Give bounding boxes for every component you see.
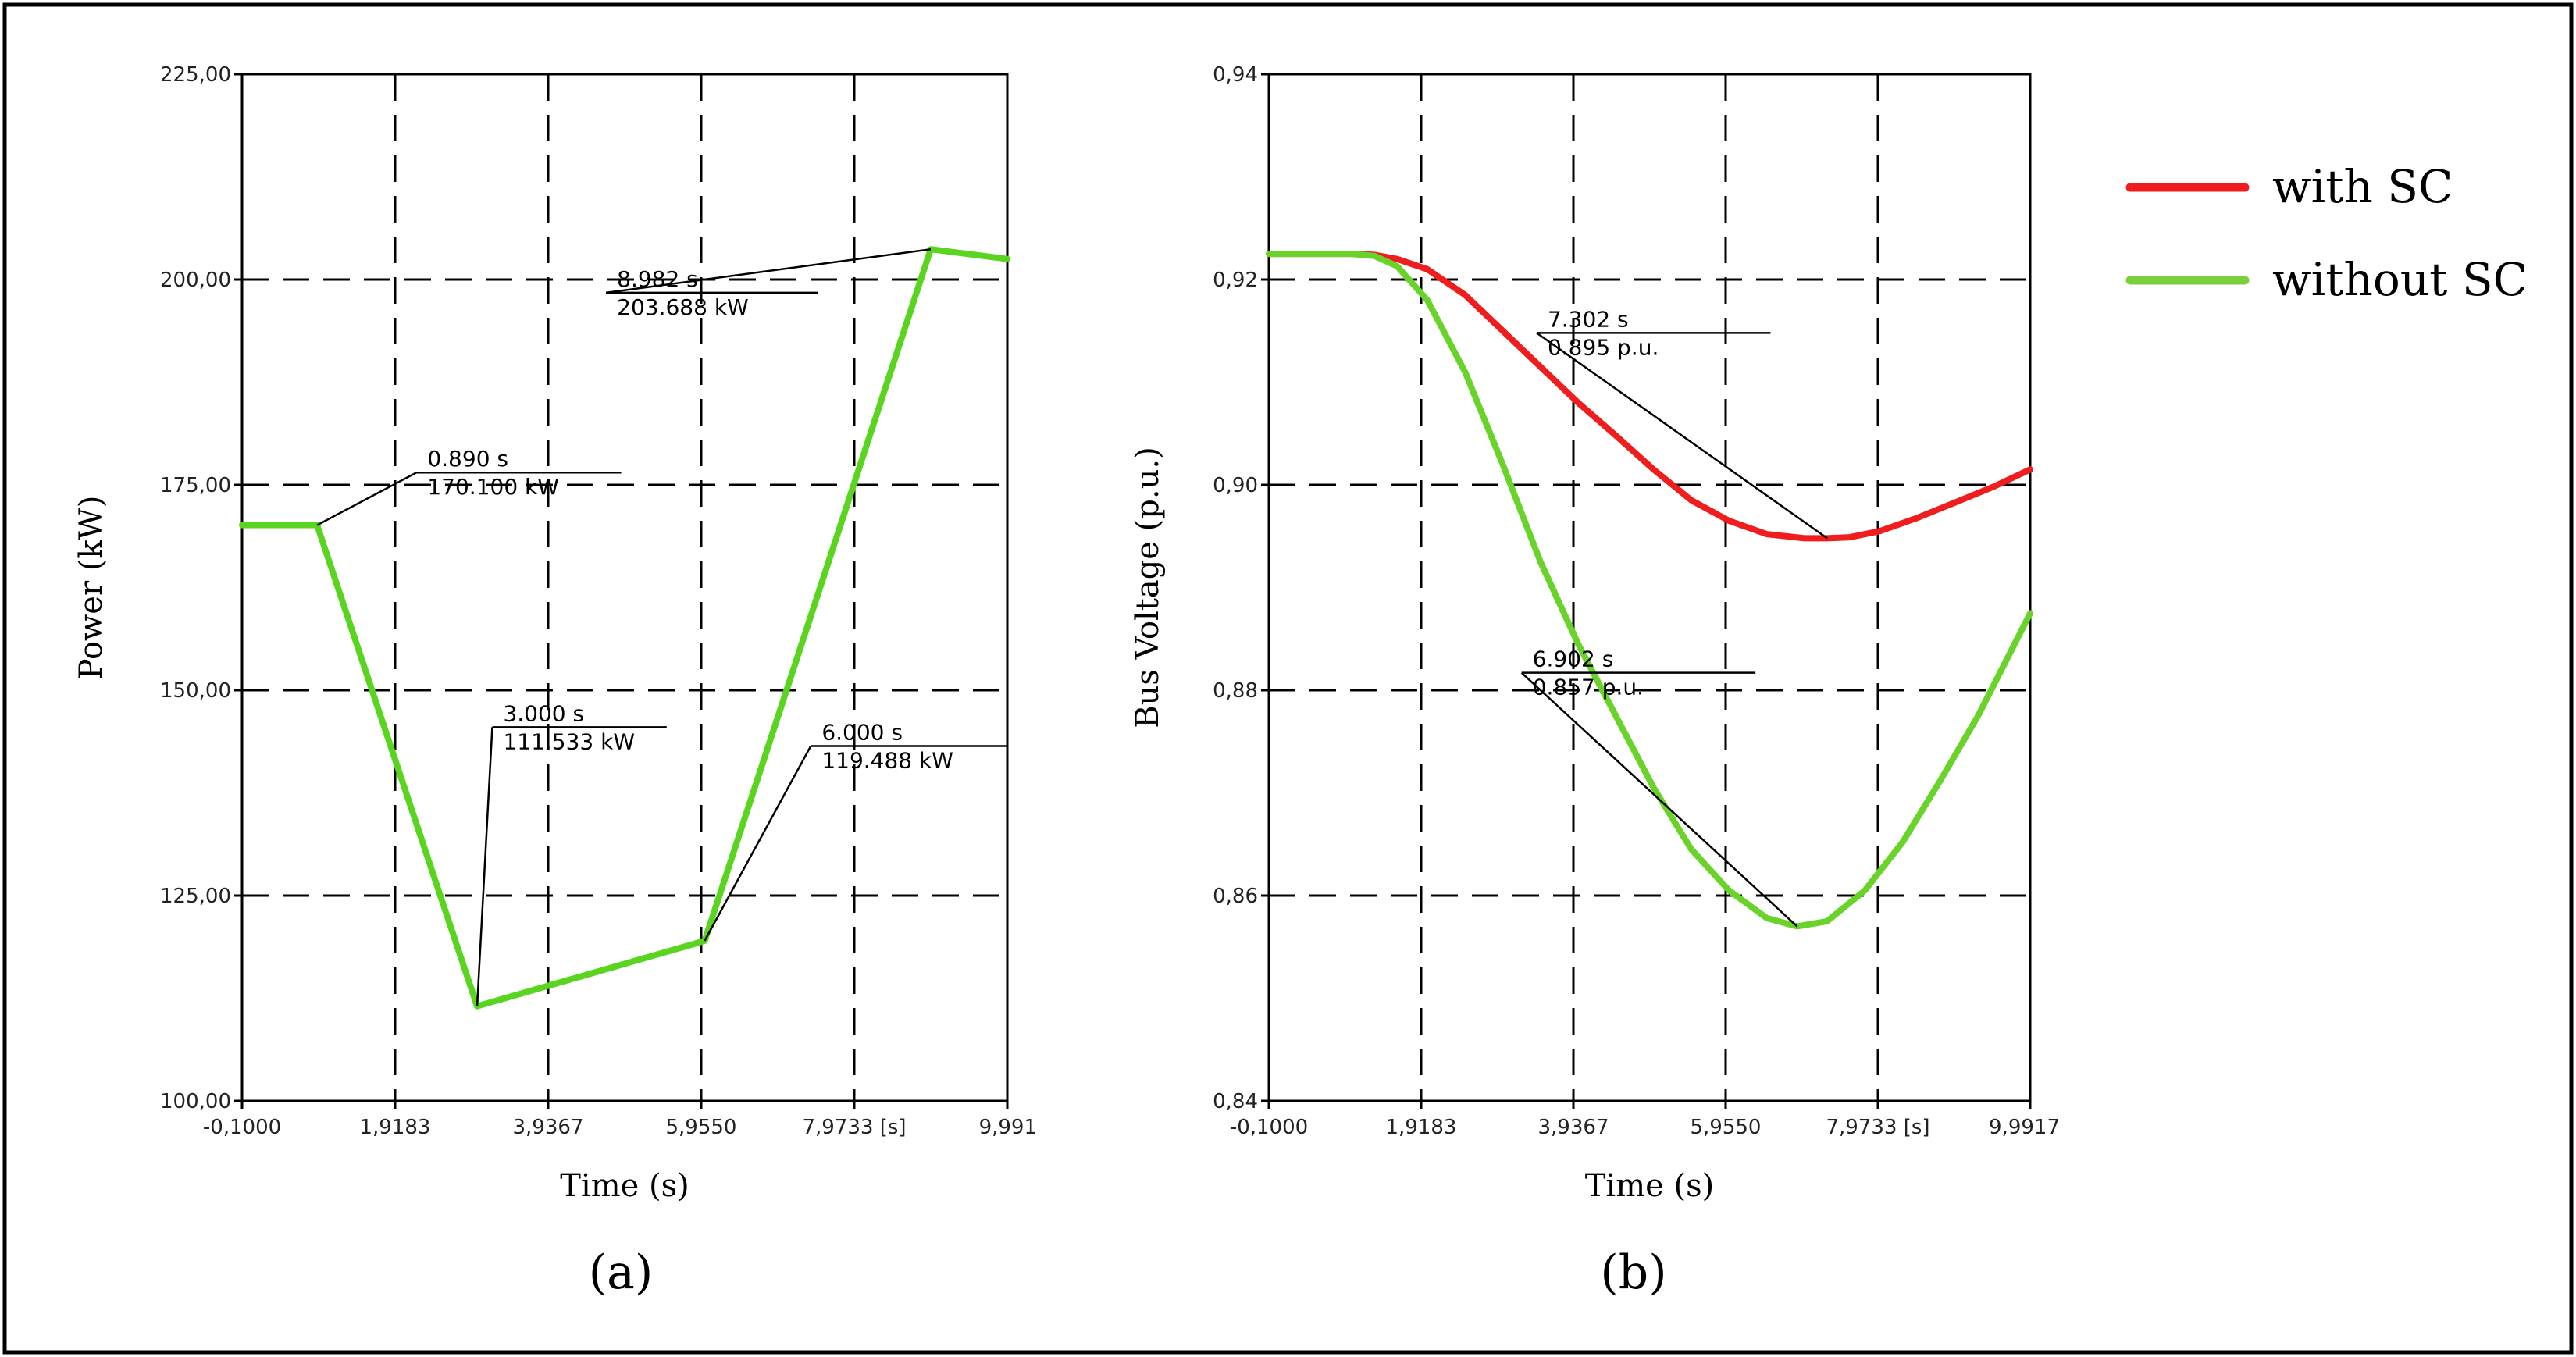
bus-voltage-chart: -0,1000 1,9183 3,9367 5,9550 7,9733 [s] 9,991… [1130,63,2060,1300]
annotation-value: 203.688 kW [617,294,749,320]
annotation-value: 170.100 kW [427,474,559,500]
annotation-time: 0.890 s [427,446,508,472]
y-tick-label: 125,00 [160,885,231,908]
annotation-leader [316,472,417,526]
x-axis-title: Time (s) [1585,1168,1715,1204]
y-axis-title: Bus Voltage (p.u.) [1130,447,1166,728]
annotation-value: 111.533 kW [503,728,635,754]
y-tick-label: 0,84 [1213,1090,1258,1113]
annotation-value: 0.857 p.u. [1533,675,1644,700]
annotation-time: 6.902 s [1533,646,1614,672]
legend-label-with-sc: with SC [2272,160,2453,213]
series-line-with-sc [1266,251,2033,542]
power-chart: -0,1000 1,9183 3,9367 5,9550 7,9733 [s] 9,991… [73,63,1037,1300]
y-tick-label: 225,00 [160,63,231,87]
x-tick-label: 9,9917 [1989,1116,2060,1139]
plot-frame [1267,73,2032,1102]
x-axis-title: Time (s) [560,1168,689,1204]
x-tick-label: 5,9550 [1691,1116,1762,1139]
x-tick-label: 7,9733 [s] [802,1116,906,1139]
y-tick-label: 0,86 [1213,885,1258,908]
series-line-without-sc [239,246,1010,1010]
x-tick-label: 9,991 [979,1116,1037,1139]
panel-caption: (b) [1600,1245,1666,1300]
x-tick-label: 7,9733 [s] [1826,1116,1929,1139]
y-tick-label: 175,00 [160,474,231,497]
x-tick-label: 1,9183 [1386,1116,1457,1139]
x-tick-label: 3,9367 [1538,1116,1609,1139]
annotation-leader [605,248,932,294]
annotation-leader [1520,671,1798,928]
x-tick-label: -0,1000 [1230,1116,1308,1139]
y-tick-label: 0,88 [1213,679,1258,703]
annotation-time: 3.000 s [503,700,584,726]
annotation-time: 7.302 s [1548,306,1629,332]
annotation-time: 6.000 s [821,720,903,746]
annotation-leader [476,727,493,1006]
x-tick-label: 3,9367 [513,1116,584,1139]
x-tick-label: 5,9550 [666,1116,737,1139]
legend: with SC without SC [2125,160,2528,306]
y-tick-label: 100,00 [160,1090,231,1113]
annotation-time: 8.982 s [617,266,698,292]
y-tick-label: 150,00 [160,679,231,703]
y-tick-label: 0,94 [1213,63,1258,87]
annotation-leader [704,745,812,942]
x-tick-label: 1,9183 [360,1116,431,1139]
y-tick-label: 0,92 [1213,269,1258,292]
y-axis-title: Power (kW) [73,496,109,680]
plot-frame [240,73,1009,1102]
annotation-value: 119.488 kW [821,748,953,774]
y-tick-label: 0,90 [1213,474,1258,497]
series-line-without-sc [1266,251,2033,930]
annotation-leader [1536,332,1828,540]
x-tick-label: -0,1000 [203,1116,281,1139]
panel-caption: (a) [589,1245,654,1300]
annotation-value: 0.895 p.u. [1548,334,1659,360]
y-tick-label: 200,00 [160,269,231,292]
legend-label-without-sc: without SC [2272,253,2528,306]
